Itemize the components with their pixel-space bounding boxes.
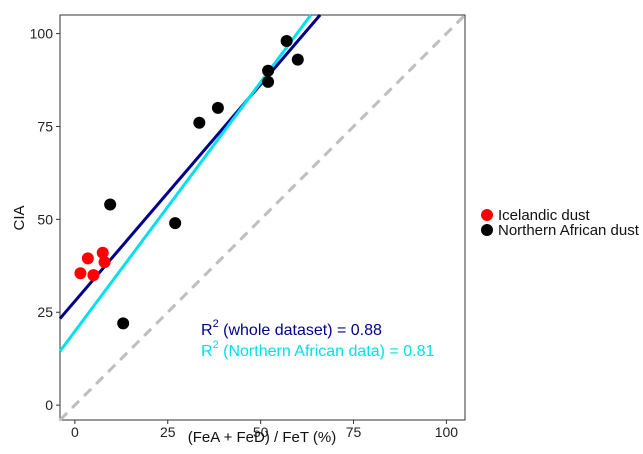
data-point xyxy=(193,116,206,129)
y-tick-label: 100 xyxy=(30,26,54,42)
x-tick-label: 100 xyxy=(435,424,459,440)
legend-swatch xyxy=(481,209,493,221)
x-tick-label: 75 xyxy=(346,424,362,440)
axis-ticks: 0 25 50 75 100 0 25 50 75 100 xyxy=(30,26,459,440)
y-tick-label: 0 xyxy=(45,397,53,413)
x-tick-label: 50 xyxy=(253,424,269,440)
data-point xyxy=(262,75,275,88)
data-point xyxy=(262,64,275,77)
data-point xyxy=(280,35,293,48)
data-point xyxy=(117,317,130,330)
r-squared-annotation: R2 (Northern African data) = 0.81 xyxy=(201,339,434,360)
data-point xyxy=(169,217,182,230)
y-tick-label: 50 xyxy=(37,211,53,227)
y-tick-label: 75 xyxy=(37,118,53,134)
data-point xyxy=(81,252,94,265)
y-tick-label: 25 xyxy=(37,304,53,320)
data-point xyxy=(87,269,100,282)
data-point xyxy=(104,198,117,211)
line-1-1 xyxy=(58,13,467,422)
legend-swatch xyxy=(481,224,493,236)
r-squared-annotation: R2 (whole dataset) = 0.88 xyxy=(201,318,382,339)
data-point xyxy=(98,256,111,269)
y-axis-label: CIA xyxy=(11,205,28,230)
x-tick-label: 25 xyxy=(160,424,176,440)
legend-label: Icelandic dust xyxy=(498,207,591,224)
data-point xyxy=(291,53,304,66)
data-point xyxy=(96,246,109,259)
data-points xyxy=(74,35,304,330)
line-whole-dataset xyxy=(58,14,322,320)
x-tick-label: 0 xyxy=(71,424,79,440)
data-point xyxy=(74,267,87,280)
data-point xyxy=(211,101,224,114)
legend-label: Northern African dust xyxy=(498,222,640,239)
x-axis-label: (FeA + FeD) / FeT (%) xyxy=(188,429,337,446)
